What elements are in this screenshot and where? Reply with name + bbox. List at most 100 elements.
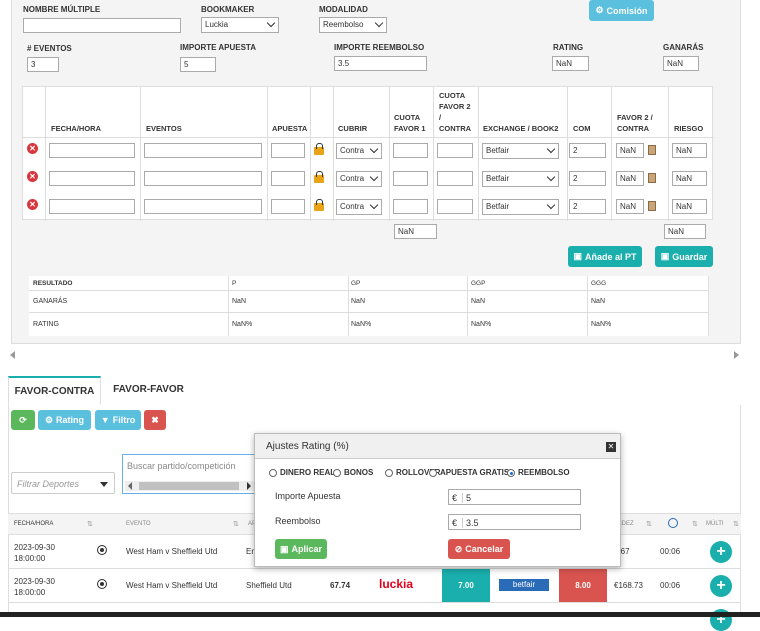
apuesta-input[interactable] [271,171,305,186]
row-divider [8,602,741,603]
results-divider [29,290,709,291]
rating-mode-radio[interactable] [429,469,437,477]
rating-mode-radio[interactable] [269,469,277,477]
importe-apuesta-input[interactable]: 5 [180,57,216,72]
scroll-thumb[interactable] [139,482,239,490]
rating-mode-label[interactable]: BONOS [344,468,374,477]
aplicar-button[interactable]: ▣ Aplicar [275,539,327,559]
rating-mode-radio[interactable] [385,469,393,477]
unlock-icon[interactable] [314,143,324,155]
evento-input[interactable] [144,199,262,214]
search-scrollbar[interactable] [125,481,254,491]
th-multi: MÚLTI [706,521,724,527]
cancel-icon: ⊘ [454,543,463,554]
scroll-right-icon[interactable] [247,482,251,490]
modal-close-icon[interactable]: ✕ [606,442,616,452]
rating-value: NaN [552,56,589,71]
exchange-select[interactable]: Betfair [482,171,559,187]
bookmaker-select[interactable]: Luckia [201,17,279,33]
tab-favor-contra[interactable]: FAVOR-CONTRA [8,376,101,405]
unlock-icon[interactable] [314,199,324,211]
remove-row-icon[interactable]: ✕ [27,143,38,154]
apuesta-input[interactable] [271,143,305,158]
exchange-select[interactable]: Betfair [482,199,559,215]
modal-importe-input[interactable]: € 5 [448,489,581,505]
tab-favor-favor[interactable]: FAVOR-FAVOR [113,384,184,395]
eventos-input[interactable]: 3 [27,57,59,72]
row-evento: West Ham v Sheffield Utd [126,581,218,590]
fecha-input[interactable] [49,199,135,214]
comision-button[interactable]: ⚙ Comisión [589,0,654,21]
aplicar-label: Aplicar [291,544,323,554]
com-input[interactable]: 2 [569,171,606,186]
results-divider [708,276,709,336]
nombre-multiple-input[interactable] [23,18,181,33]
search-input[interactable]: Buscar partido/competición [122,454,257,494]
cuota-favor1-input[interactable] [393,143,428,158]
rating-mode-radio[interactable] [333,469,341,477]
exchange-value: Betfair [486,174,510,183]
sort-icon[interactable]: ⇅ [692,521,698,528]
row-tiempo: 00:06 [660,581,681,590]
scroll-left-icon[interactable] [10,351,15,359]
sort-icon[interactable]: ⇅ [646,521,652,528]
modalidad-select[interactable]: Reembolso [319,17,387,33]
cuota-favor2-input[interactable] [437,143,473,158]
sort-icon[interactable]: ⇅ [87,521,93,528]
cubrir-select[interactable]: Contra [336,199,382,215]
cancelar-button[interactable]: ⊘ Cancelar [448,539,510,559]
add-multiple-button[interactable]: + [710,575,732,597]
add-multiple-button[interactable]: + [710,541,732,563]
scroll-left-icon[interactable] [128,482,132,490]
cuota-favor2-input[interactable] [437,199,473,214]
unlock-icon[interactable] [314,171,324,183]
sort-icon[interactable]: ⇅ [733,521,739,528]
cubrir-select[interactable]: Contra [336,171,382,187]
remove-row-icon[interactable]: ✕ [27,171,38,182]
scroll-right-icon[interactable] [734,351,739,359]
cubrir-select[interactable]: Contra [336,143,382,159]
evento-input[interactable] [144,143,262,158]
deportes-select[interactable]: Filtrar Deportes [11,472,115,494]
results-rating-label: RATING [33,321,59,328]
refresh-button[interactable]: ⟳ [11,410,35,430]
clipboard-icon[interactable] [648,173,656,183]
cuota-favor1-input[interactable] [393,199,428,214]
evento-input[interactable] [144,171,262,186]
nombre-multiple-label: NOMBRE MÚLTIPLE [23,5,101,14]
cuota-contra-cell[interactable]: 8.00 [559,569,607,602]
rating-mode-label[interactable]: REEMBOLSO [518,468,570,477]
clipboard-icon[interactable] [648,201,656,211]
apuesta-input[interactable] [271,199,305,214]
filtro-button[interactable]: ▼ Filtro [95,410,141,430]
com-input[interactable]: 2 [569,199,606,214]
com-input[interactable]: 2 [569,143,606,158]
cuota-favor1-input[interactable] [393,171,428,186]
grid-divider [389,87,390,221]
luckia-logo: luckia [379,577,414,591]
row-apuesta: En [246,547,256,556]
sort-icon[interactable]: ⇅ [233,521,239,528]
grid-divider [310,87,311,221]
cuota-favor2-input[interactable] [437,171,473,186]
rating-button[interactable]: ⚙ Rating [38,410,91,430]
modal-reembolso-input[interactable]: € 3.5 [448,514,581,530]
rating-mode-radio[interactable] [507,469,515,477]
clear-button[interactable]: ✖ [144,410,166,430]
header-cuota-favor1-line2: FAVOR 1 [394,124,426,133]
fecha-input[interactable] [49,171,135,186]
rating-mode-label[interactable]: DINERO REAL [280,468,336,477]
rating-button-label: Rating [56,415,85,425]
rating-mode-label[interactable]: ROLLOVER [396,468,441,477]
remove-row-icon[interactable]: ✕ [27,199,38,210]
horizontal-scrollbar[interactable] [8,348,741,362]
clipboard-icon[interactable] [648,145,656,155]
cuota-favor-cell[interactable]: 7.00 [442,569,490,602]
fecha-input[interactable] [49,143,135,158]
guardar-button[interactable]: ▣ Guardar [655,246,713,267]
modal-header [255,434,620,459]
rating-mode-label[interactable]: APUESTA GRATIS [440,468,510,477]
exchange-select[interactable]: Betfair [482,143,559,159]
importe-reembolso-input[interactable]: 3.5 [334,56,427,71]
add-pt-button[interactable]: ▣ Añade al PT [568,246,642,267]
